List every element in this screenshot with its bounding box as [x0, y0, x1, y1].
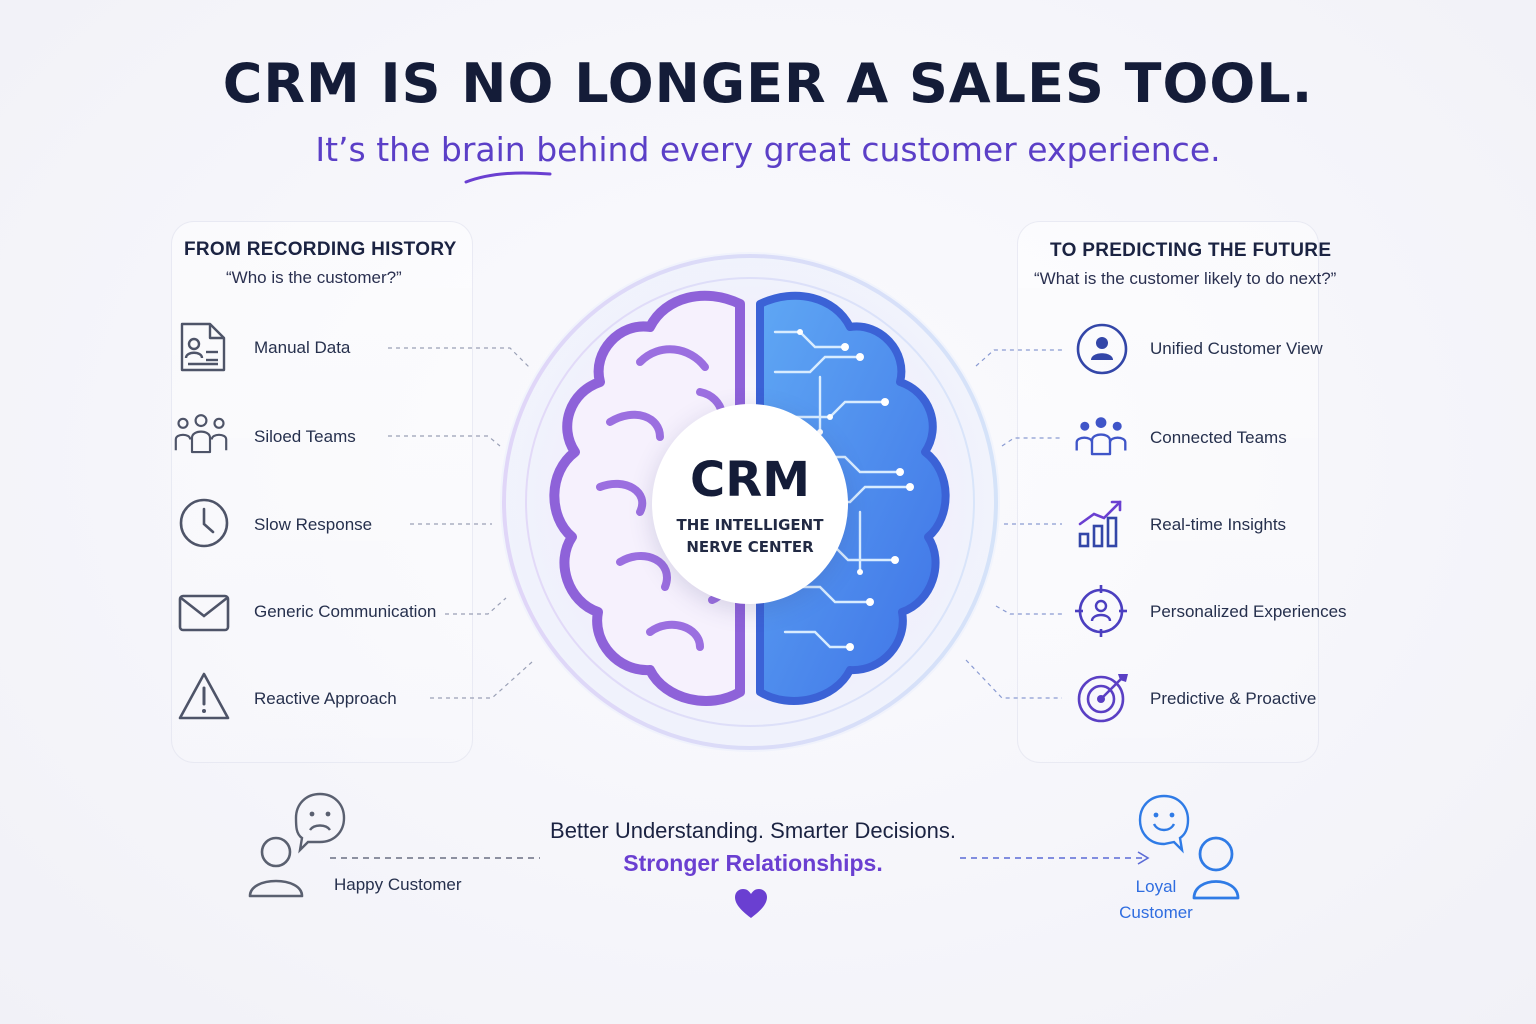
clock-icon	[179, 498, 229, 548]
tagline-line2: Stronger Relationships.	[623, 850, 883, 876]
subtitle-start: It’s the	[315, 130, 441, 169]
loyal-customer-figure	[1138, 794, 1240, 900]
heart-icon	[735, 889, 767, 918]
left-item-label-2: Siloed Teams	[254, 427, 356, 446]
team-outline-icon	[174, 414, 228, 454]
user-circle-icon	[1076, 323, 1128, 375]
left-panel-title: FROM RECORDING HISTORY	[184, 239, 457, 260]
bar-chart-trend-icon	[1078, 500, 1122, 548]
right-panel-title: TO PREDICTING THE FUTURE	[1050, 240, 1332, 261]
loyal-customer-line2: Customer	[1119, 903, 1193, 922]
subtitle: It’s the brain behind every great custom…	[0, 130, 1536, 169]
journey-dashed-line	[330, 851, 1150, 865]
center-subtitle-line1: THE INTELLIGENT	[676, 516, 824, 534]
main-title: CRM IS NO LONGER A SALES TOOL.	[222, 52, 1314, 115]
bullseye-arrow-icon	[1077, 674, 1128, 723]
warning-triangle-icon	[178, 672, 230, 720]
right-item-label-4: Personalized Experiences	[1150, 602, 1347, 621]
left-item-label-5: Reactive Approach	[254, 689, 397, 708]
happy-customer-label: Happy Customer	[334, 875, 462, 894]
subtitle-highlight: brain	[440, 130, 526, 169]
right-item-label-2: Connected Teams	[1150, 428, 1287, 447]
sad-customer-figure	[248, 792, 346, 898]
subtitle-end: behind every great customer experience.	[525, 130, 1221, 169]
right-panel-quote: “What is the customer likely to do next?…	[1034, 269, 1337, 288]
right-item-label-3: Real-time Insights	[1150, 515, 1287, 534]
target-user-icon	[1075, 585, 1127, 637]
brain-underline-swoosh	[464, 171, 552, 184]
right-item-label-5: Predictive & Proactive	[1150, 689, 1317, 708]
document-user-icon	[180, 322, 226, 372]
user-outline-icon	[248, 836, 304, 898]
loyal-customer-label: Loyal Customer	[1110, 874, 1202, 926]
user-outline-blue-icon	[1192, 836, 1240, 900]
left-item-label-4: Generic Communication	[254, 602, 437, 621]
left-panel-quote: “Who is the customer?”	[226, 268, 402, 287]
center-title: CRM	[690, 452, 810, 508]
center-subtitle: THE INTELLIGENT NERVE CENTER	[652, 514, 848, 558]
sad-face-bubble-icon	[294, 792, 346, 854]
left-item-label-1: Manual Data	[254, 338, 351, 357]
center-subtitle-line2: NERVE CENTER	[686, 538, 814, 556]
right-item-label-1: Unified Customer View	[1150, 339, 1323, 358]
left-item-label-3: Slow Response	[254, 515, 373, 534]
envelope-icon	[178, 594, 230, 632]
tagline-line1: Better Understanding. Smarter Decisions.	[550, 818, 956, 843]
left-panel	[172, 222, 472, 762]
loyal-customer-line1: Loyal	[1135, 877, 1177, 896]
right-panel	[1018, 222, 1318, 762]
team-connected-icon	[1075, 417, 1127, 456]
happy-face-bubble-icon	[1138, 794, 1190, 854]
center-badge: CRM THE INTELLIGENT NERVE CENTER	[652, 404, 848, 604]
